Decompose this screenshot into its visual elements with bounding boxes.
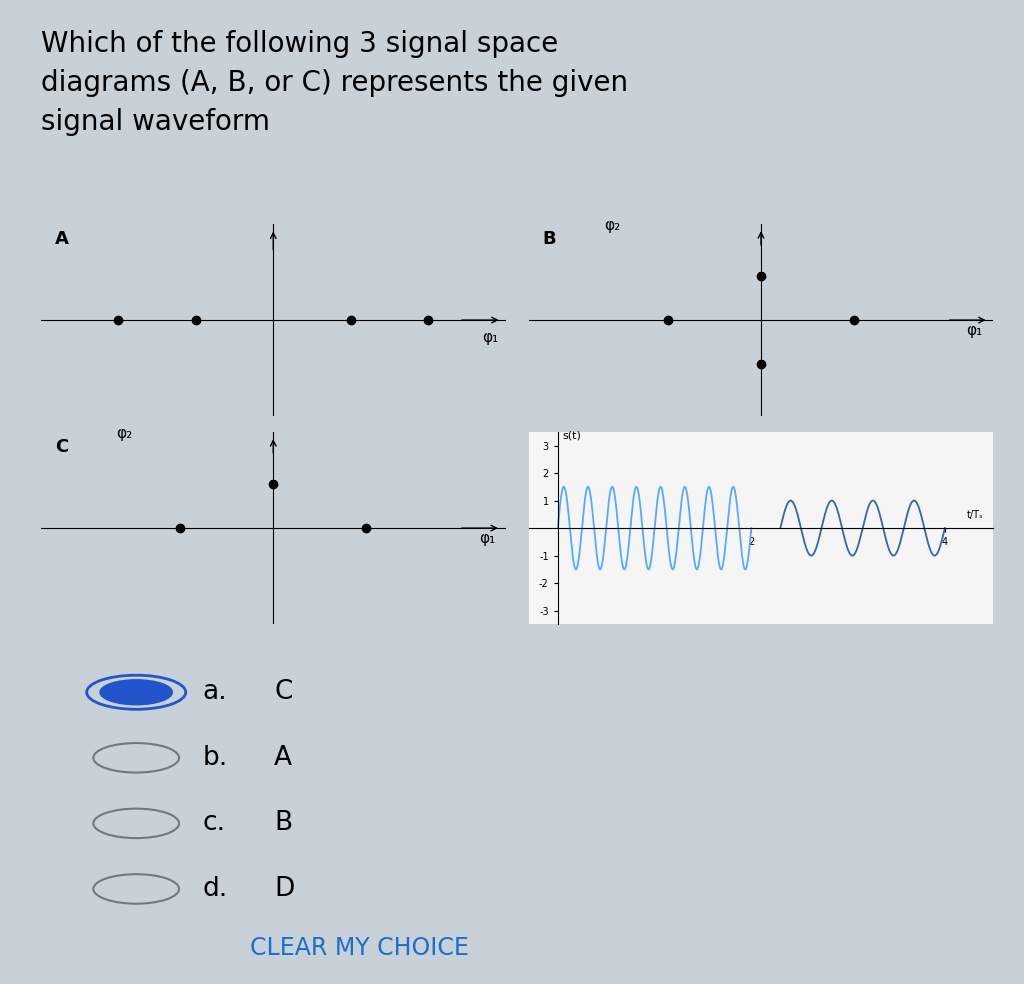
Text: C: C [274,679,293,706]
Text: d.: d. [203,876,228,902]
Text: φ₁: φ₁ [479,531,495,546]
Text: B: B [274,811,293,836]
Text: t/Tₛ: t/Tₛ [967,510,984,520]
Text: A: A [274,745,292,770]
Text: CLEAR MY CHOICE: CLEAR MY CHOICE [251,936,469,960]
Text: φ₁: φ₁ [482,330,498,344]
Text: B: B [543,229,556,248]
Text: s(t): s(t) [562,430,582,440]
Text: C: C [55,438,69,456]
Circle shape [100,680,172,705]
Text: c.: c. [203,811,226,836]
Text: φ₁: φ₁ [967,324,983,338]
Text: φ₂: φ₂ [117,425,133,441]
Text: b.: b. [203,745,228,770]
Text: a.: a. [203,679,227,706]
Text: D: D [274,876,295,902]
Text: Which of the following 3 signal space
diagrams (A, B, or C) represents the given: Which of the following 3 signal space di… [41,30,628,136]
Text: φ₂: φ₂ [604,217,621,232]
Text: A: A [55,229,69,248]
